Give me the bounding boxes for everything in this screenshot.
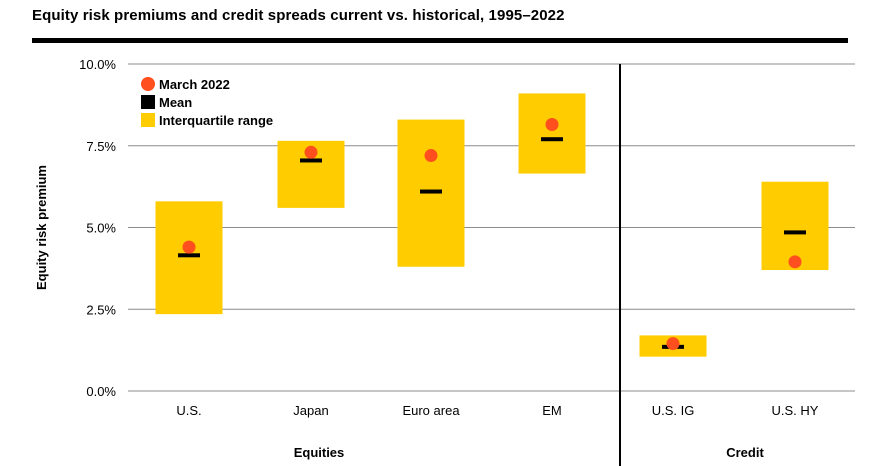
current-marker-4 <box>666 337 680 351</box>
iqr-box-5 <box>761 181 829 271</box>
legend-marker-0 <box>141 77 155 91</box>
iqr-box-3 <box>518 93 586 174</box>
title-rule <box>32 38 848 43</box>
mean-marker-5 <box>784 230 806 235</box>
y-tick-label: 7.5% <box>86 139 116 154</box>
y-tick-label: 10.0% <box>79 57 116 72</box>
legend-label-2: Interquartile range <box>159 113 273 128</box>
mean-marker-0 <box>178 253 200 258</box>
x-category-label: U.S. HY <box>772 403 819 418</box>
legend-label-1: Mean <box>159 95 192 110</box>
y-tick-label: 5.0% <box>86 221 116 236</box>
current-marker-1 <box>304 145 318 159</box>
x-category-label: Japan <box>293 403 328 418</box>
mean-marker-1 <box>300 158 322 163</box>
legend-marker-1 <box>141 95 155 109</box>
x-category-label: U.S. IG <box>652 403 695 418</box>
iqr-box-0 <box>155 201 223 315</box>
mean-marker-2 <box>420 189 442 194</box>
current-marker-2 <box>424 149 438 163</box>
group-label-1: Credit <box>726 445 764 460</box>
y-axis-label: Equity risk premium <box>34 165 49 290</box>
current-marker-0 <box>182 240 196 254</box>
x-category-label: U.S. <box>176 403 201 418</box>
y-tick-label: 2.5% <box>86 302 116 317</box>
legend-marker-2 <box>141 113 155 127</box>
legend-label-0: March 2022 <box>159 77 230 92</box>
x-category-label: Euro area <box>402 403 460 418</box>
mean-marker-3 <box>541 137 563 142</box>
group-label-0: Equities <box>294 445 345 460</box>
x-category-label: EM <box>542 403 562 418</box>
y-tick-label: 0.0% <box>86 384 116 399</box>
current-marker-5 <box>788 255 802 269</box>
current-marker-3 <box>545 117 559 131</box>
chart-title: Equity risk premiums and credit spreads … <box>32 7 565 24</box>
